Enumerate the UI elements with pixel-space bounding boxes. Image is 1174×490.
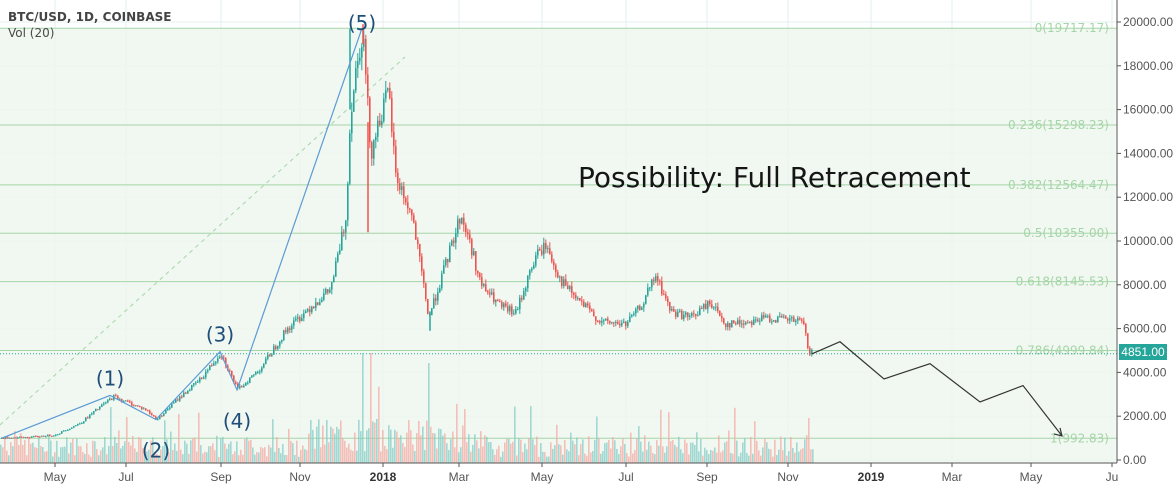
price-tick-label: 18000.00 [1123,59,1173,73]
wave-label-3: (3) [206,323,234,347]
fib-level-label: 0.382(12564.47) [1008,178,1109,192]
fib-levels: 0(19717.17) 0.236(15298.23) 0.382(12564.47… [0,21,1117,445]
fib-trend-dashed-line [0,56,406,426]
price-tick-label: 16000.00 [1123,103,1173,117]
arrow-head-icon [1053,427,1063,437]
candlesticks [1,24,813,440]
time-tick-label: Mar [449,470,470,484]
time-tick-label: 2019 [858,470,885,484]
time-tick-label: Nov [777,470,798,484]
volume-indicator-label[interactable]: Vol (20) [8,26,55,40]
last-price-tag: 4851.00 [1119,344,1167,360]
fib-level-label: 0.5(10355.00) [1023,226,1109,240]
fib-level-label: 0.618(8145.53) [1016,275,1109,289]
symbol-title[interactable]: BTC/USD, 1D, COINBASE [8,10,172,24]
time-tick-label: Ju [1106,470,1119,484]
time-axis-background [0,463,1174,490]
fib-level-label: 0(19717.17) [1035,21,1109,35]
time-tick-label: May [44,470,67,484]
wave-label-1: (1) [96,366,124,390]
fib-level-label: 0.786(4999.84) [1016,344,1109,358]
fib-retracement-fill [0,28,1116,463]
projection-path [811,341,1063,437]
time-tick-label: May [531,470,554,484]
elliott-wave-polyline [1,28,363,439]
time-tick-label: Sep [210,470,232,484]
wave-label-5: (5) [348,11,376,35]
wave-label-4: (4) [223,409,251,433]
possibility-annotation: Possibility: Full Retracement [578,161,971,194]
time-tick-label: Sep [696,470,718,484]
time-tick-label: Mar [942,470,963,484]
time-tick-label: Jul [118,470,133,484]
time-tick-label: May [1020,470,1043,484]
price-tick-label: 6000.00 [1123,322,1167,336]
wave-label-2: (2) [142,438,170,462]
elliott-wave-lines: (1) (2) (3) (4) (5) [1,11,376,462]
price-tick-label: 12000.00 [1123,190,1173,204]
time-tick-label: Nov [289,470,310,484]
price-tick-label: 10000.00 [1123,234,1173,248]
projection-zigzag-line [811,341,1063,437]
price-axis-background [1117,0,1174,490]
price-tick-label: 14000.00 [1123,146,1173,160]
time-tick-label: Jul [618,470,633,484]
fib-level-label: 0.236(15298.23) [1008,118,1109,132]
price-tick-label: 4000.00 [1123,365,1167,379]
volume-bars [0,353,814,463]
price-tick-label: 20000.00 [1123,15,1173,29]
fib-level-label: 1(992.83) [1050,431,1109,445]
time-tick-label: 2018 [370,470,397,484]
price-tick-label: 8000.00 [1123,278,1167,292]
chart-legend: BTC/USD, 1D, COINBASE Vol (20) [8,9,171,41]
price-tick-label: 0.00 [1123,453,1147,467]
price-tick-label: 2000.00 [1123,409,1167,423]
